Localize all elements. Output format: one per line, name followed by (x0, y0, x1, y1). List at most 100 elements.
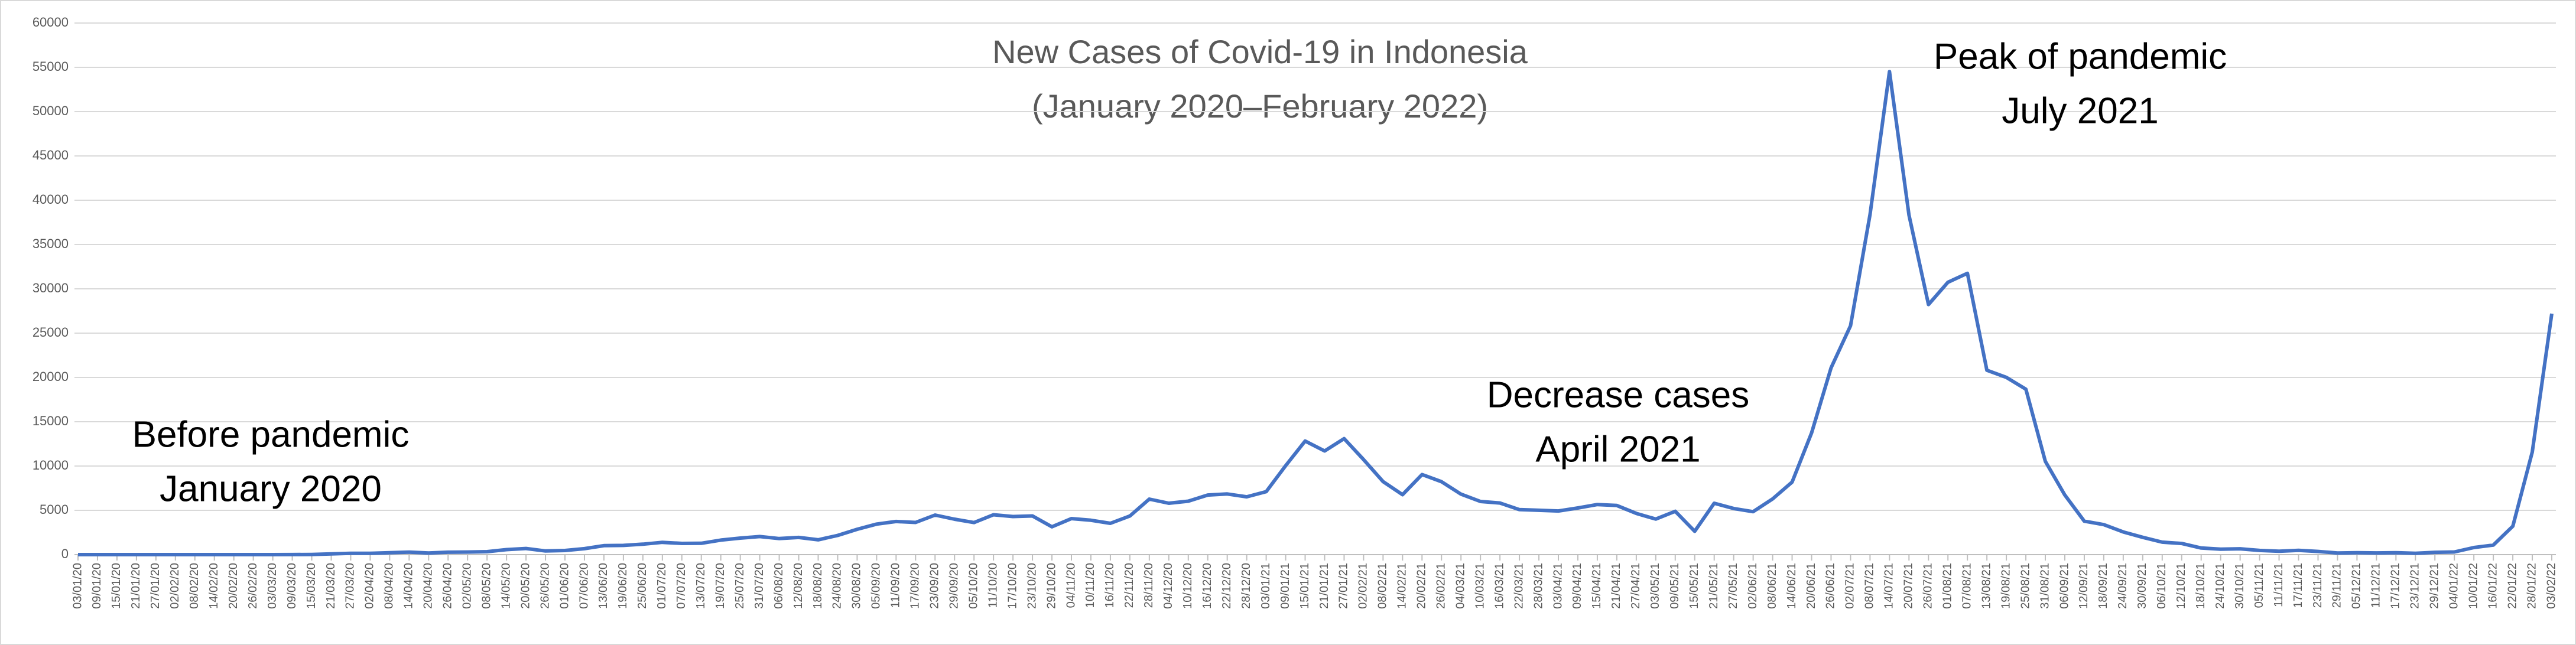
x-tick-label: 31/07/20 (753, 563, 766, 609)
x-tick-label: 22/12/20 (1220, 563, 1233, 609)
x-tick-label: 23/09/20 (928, 563, 941, 609)
x-tick-label: 17/12/21 (2389, 563, 2402, 609)
x-tick-label: 12/09/21 (2077, 563, 2090, 609)
y-tick-label: 40000 (33, 192, 69, 207)
x-tick-label: 22/11/20 (1123, 563, 1136, 608)
x-tick-label: 14/06/21 (1785, 563, 1798, 609)
x-tick-label: 08/06/21 (1766, 563, 1779, 609)
x-tick-label: 15/01/20 (110, 563, 123, 609)
x-tick-label: 09/03/20 (285, 563, 298, 609)
x-tick-label: 03/03/20 (266, 563, 279, 609)
y-tick-label: 30000 (33, 281, 69, 295)
x-tick-label: 24/10/21 (2214, 563, 2227, 609)
x-tick-label: 04/03/21 (1454, 563, 1467, 609)
x-tick-label: 20/02/21 (1415, 563, 1428, 609)
x-tick-label: 27/04/21 (1629, 563, 1642, 609)
x-tick-label: 03/05/21 (1649, 563, 1662, 609)
x-tick-label: 20/04/20 (422, 563, 435, 609)
y-tick-label: 0 (61, 546, 69, 561)
x-tick-label: 26/05/20 (538, 563, 551, 609)
annotation: Decrease cases (1487, 374, 1750, 415)
x-tick-label: 03/01/20 (71, 563, 84, 609)
x-tick-label: 05/12/21 (2350, 563, 2363, 609)
x-tick-label: 30/09/21 (2136, 563, 2149, 609)
x-tick-label: 10/11/20 (1084, 563, 1097, 608)
x-tick-label: 21/01/20 (129, 563, 142, 609)
x-tick-label: 05/09/20 (870, 563, 883, 609)
x-tick-label: 26/02/21 (1435, 563, 1448, 609)
x-tick-label: 08/02/21 (1376, 563, 1389, 609)
x-tick-label: 26/07/21 (1922, 563, 1935, 609)
x-tick-label: 27/05/21 (1727, 563, 1740, 609)
x-tick-label: 16/03/21 (1493, 563, 1506, 609)
x-tick-label: 09/01/21 (1279, 563, 1292, 609)
x-tick-label: 17/10/20 (1006, 563, 1019, 609)
x-tick-label: 11/09/20 (889, 563, 902, 608)
y-tick-label: 55000 (33, 59, 69, 74)
x-tick-label: 02/07/21 (1844, 563, 1857, 609)
x-tick-label: 27/01/21 (1337, 563, 1350, 609)
x-tick-label: 02/04/20 (363, 563, 376, 609)
x-tick-label: 05/10/20 (967, 563, 980, 609)
x-tick-label: 17/11/21 (2292, 563, 2305, 608)
y-tick-label: 50000 (33, 103, 69, 118)
x-tick-label: 14/05/20 (499, 563, 512, 609)
x-tick-label: 29/09/20 (948, 563, 961, 609)
x-tick-label: 21/03/20 (324, 563, 337, 609)
x-tick-label: 02/05/20 (460, 563, 473, 609)
annotation: Peak of pandemic (1934, 36, 2227, 77)
x-tick-label: 14/04/20 (402, 563, 415, 609)
x-tick-label: 04/12/20 (1162, 563, 1175, 609)
x-tick-label: 14/02/20 (207, 563, 220, 609)
x-tick-label: 27/01/20 (149, 563, 162, 609)
x-tick-label: 02/06/21 (1746, 563, 1759, 609)
x-tick-label: 19/07/20 (714, 563, 727, 609)
x-tick-label: 09/05/21 (1668, 563, 1681, 609)
x-tick-label: 10/01/22 (2467, 563, 2480, 609)
annotation: April 2021 (1535, 429, 1700, 470)
x-tick-label: 22/01/22 (2506, 563, 2519, 609)
x-tick-label: 29/11/21 (2331, 563, 2344, 608)
x-tick-label: 17/09/20 (909, 563, 922, 609)
x-tick-label: 18/09/21 (2097, 563, 2110, 609)
x-tick-label: 26/06/21 (1824, 563, 1837, 609)
x-tick-label: 28/03/21 (1532, 563, 1545, 609)
x-tick-label: 03/01/21 (1259, 563, 1272, 609)
x-tick-label: 09/04/21 (1571, 563, 1584, 609)
x-tick-label: 07/07/20 (675, 563, 688, 609)
x-tick-label: 24/09/21 (2116, 563, 2129, 609)
chart-subtitle: (January 2020–February 2022) (1032, 87, 1488, 125)
x-tick-label: 07/08/21 (1960, 563, 1973, 609)
x-tick-label: 19/06/20 (616, 563, 629, 609)
x-tick-label: 06/08/20 (772, 563, 785, 609)
x-tick-label: 15/01/21 (1298, 563, 1311, 609)
x-tick-label: 04/11/20 (1064, 563, 1077, 608)
x-tick-label: 22/03/21 (1512, 563, 1525, 609)
y-tick-label: 20000 (33, 369, 69, 384)
x-tick-label: 11/12/21 (2370, 563, 2383, 608)
x-tick-label: 25/08/21 (2019, 563, 2032, 609)
x-tick-label: 15/03/20 (305, 563, 318, 609)
x-tick-label: 24/08/20 (831, 563, 844, 609)
x-tick-label: 06/10/21 (2155, 563, 2168, 609)
annotation: Before pandemic (132, 414, 410, 455)
x-tick-label: 09/01/20 (90, 563, 103, 609)
x-tick-label: 30/10/21 (2233, 563, 2246, 609)
x-tick-label: 02/02/21 (1357, 563, 1370, 609)
x-tick-label: 01/06/20 (558, 563, 571, 609)
x-tick-label: 23/12/21 (2409, 563, 2422, 609)
x-tick-label: 10/03/21 (1473, 563, 1486, 609)
x-tick-label: 13/06/20 (597, 563, 610, 609)
y-tick-label: 35000 (33, 236, 69, 251)
x-tick-label: 10/12/20 (1181, 563, 1194, 609)
x-tick-label: 28/11/20 (1142, 563, 1155, 608)
x-tick-label: 21/05/21 (1707, 563, 1720, 609)
x-tick-label: 20/02/20 (227, 563, 240, 609)
y-tick-label: 60000 (33, 15, 69, 30)
y-tick-label: 25000 (33, 325, 69, 340)
x-tick-label: 11/11/21 (2272, 563, 2285, 607)
x-tick-label: 03/02/22 (2545, 563, 2558, 609)
x-tick-label: 07/06/20 (577, 563, 590, 609)
x-tick-label: 12/10/21 (2175, 563, 2188, 609)
